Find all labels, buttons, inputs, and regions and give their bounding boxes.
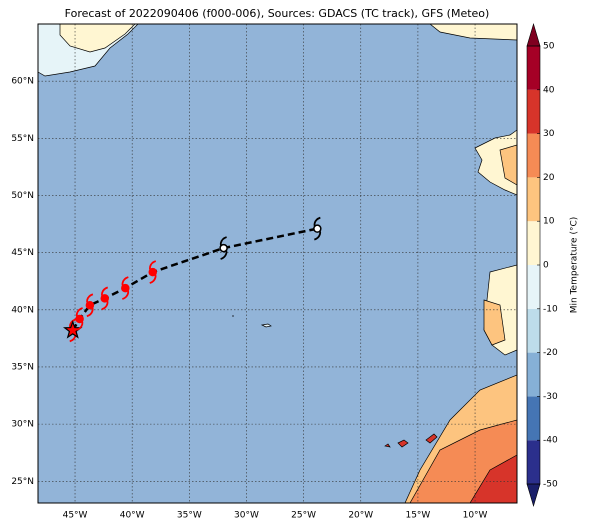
colorbar-segment [527,89,540,134]
storm-eye [121,283,130,293]
storm-eye [75,314,84,324]
storm-eye [313,224,322,233]
storm-eye [100,294,109,303]
colorbar-segment [527,177,540,222]
colorbar-segment [527,308,540,353]
storm-symbol [62,318,83,343]
y-tick-label: 30°N [11,420,34,430]
y-tick-label: 60°N [11,77,34,87]
colorbar-over [526,22,541,47]
storm-symbol [100,286,109,311]
y-tick-label: 25°N [11,477,34,487]
storm-symbol [148,260,157,284]
colorbar-segment [527,352,540,397]
y-tick-label: 50°N [11,191,34,201]
storm-symbol [85,293,95,318]
colorbar-segment [527,440,540,484]
colorbar-tick-label: -30 [543,392,558,402]
land [38,24,517,503]
x-tick-label: 30°W [234,511,259,521]
storm-symbol [75,307,84,331]
start-star [62,320,83,339]
x-tick-label: 20°W [348,511,373,521]
x-tick-label: 45°W [63,511,88,521]
colorbar-segment [527,265,540,309]
storm-symbol [121,276,130,300]
colorbar-tick-label: 20 [543,173,555,183]
colorbar-label: Min Temperature (°C) [570,217,580,314]
colorbar-tick-label: -10 [543,304,558,314]
colorbar-segment [527,221,540,265]
colorbar-segment [527,46,540,90]
y-tick-label: 55°N [11,134,34,144]
y-tick-label: 45°N [11,248,34,258]
colorbar-segment [527,133,540,178]
storm-eye [85,300,95,310]
colorbar-under [526,483,541,508]
colorbar-tick-label: 40 [543,85,555,95]
y-tick-label: 40°N [11,305,34,315]
colorbar-tick-label: -40 [543,436,558,446]
y-tick-label: 35°N [11,362,34,372]
colorbar-tick-label: -50 [543,480,558,490]
x-tick-label: 40°W [120,511,145,521]
colorbar-tick-label: 50 [543,42,555,52]
map-frame [37,23,518,504]
ocean [38,24,517,503]
x-tick-label: 35°W [177,511,202,521]
x-tick-label: 10°W [463,511,488,521]
storm-eye [219,243,228,253]
colorbar-tick-label: 10 [543,217,555,227]
x-tick-label: 15°W [405,511,430,521]
map-title: Forecast of 2022090406 (f000-006), Sourc… [65,7,490,20]
x-tick-label: 25°W [291,511,316,521]
colorbar-tick-label: -20 [543,348,558,358]
storm-eye [148,267,157,277]
storm-symbol [219,236,228,260]
colorbar-tick-label: 30 [543,129,555,139]
storm-symbol [313,216,322,241]
colorbar-tick-label: 0 [543,261,549,271]
colorbar-segment [527,396,540,441]
